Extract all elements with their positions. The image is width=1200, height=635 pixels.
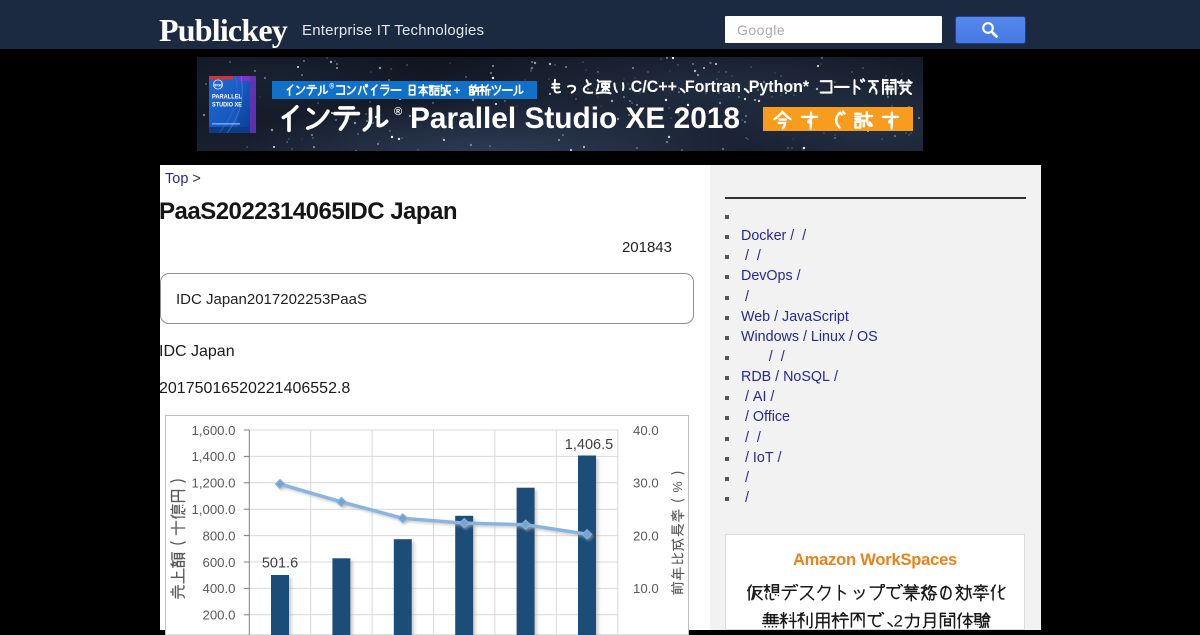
- svg-text:600.0: 600.0: [202, 555, 235, 570]
- svg-text:®: ®: [329, 82, 334, 90]
- svg-text:1,406.5: 1,406.5: [564, 437, 612, 453]
- svg-text:Fortran: Fortran: [685, 78, 741, 97]
- svg-text:10.0: 10.0: [633, 581, 659, 596]
- svg-text:+: +: [454, 85, 461, 97]
- svg-text:%: %: [671, 481, 685, 492]
- svg-text:Python*: Python*: [749, 78, 810, 97]
- svg-text:200.0: 200.0: [202, 608, 235, 623]
- svg-text:1,200.0: 1,200.0: [191, 476, 235, 491]
- svg-text:1,000.0: 1,000.0: [191, 502, 235, 517]
- svg-text:®: ®: [394, 106, 402, 118]
- svg-text:30.0: 30.0: [633, 476, 659, 491]
- svg-text:PARALLEL: PARALLEL: [212, 94, 242, 101]
- svg-text:intel: intel: [214, 83, 223, 88]
- svg-text:STUDIO XE: STUDIO XE: [212, 102, 242, 109]
- svg-text:400.0: 400.0: [202, 581, 235, 596]
- svg-text:40.0: 40.0: [633, 423, 659, 438]
- svg-text:C/C++: C/C++: [631, 78, 677, 97]
- svg-text:20.0: 20.0: [633, 528, 659, 543]
- svg-text:Parallel Studio XE 2018: Parallel Studio XE 2018: [410, 102, 740, 135]
- svg-text:800.0: 800.0: [202, 528, 235, 543]
- svg-text:1,400.0: 1,400.0: [191, 449, 235, 464]
- svg-text:501.6: 501.6: [261, 556, 297, 572]
- svg-text:2: 2: [893, 612, 902, 631]
- svg-text:1,600.0: 1,600.0: [191, 423, 235, 438]
